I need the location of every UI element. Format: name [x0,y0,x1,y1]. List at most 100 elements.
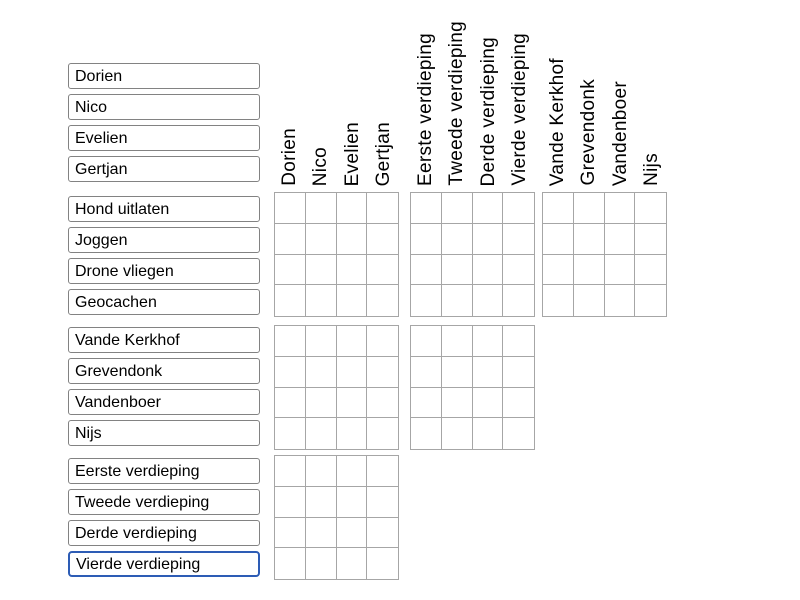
grid-cell[interactable] [305,456,337,487]
grid-cell[interactable] [442,285,473,316]
category-label-input-activities-1[interactable] [68,227,260,253]
grid-cell[interactable] [503,326,534,357]
grid-cell[interactable] [473,285,504,316]
grid-cell[interactable] [543,285,574,316]
grid-cell[interactable] [275,418,306,449]
grid-cell[interactable] [604,223,636,255]
grid-cell[interactable] [367,326,398,357]
grid-cell[interactable] [305,517,337,549]
grid-cell[interactable] [503,285,534,316]
grid-cell[interactable] [411,356,442,388]
grid-cell[interactable] [367,255,398,286]
grid-cell[interactable] [503,357,534,388]
grid-cell[interactable] [635,193,666,224]
grid-cell[interactable] [306,418,337,449]
grid-cell[interactable] [367,224,398,255]
category-label-input-activities-3[interactable] [68,289,260,315]
grid-cell[interactable] [367,518,398,549]
category-label-input-floors-2[interactable] [68,520,260,546]
grid-cell[interactable] [275,193,306,224]
grid-cell[interactable] [305,223,337,255]
grid-cell[interactable] [503,224,534,255]
grid-cell[interactable] [336,456,368,487]
grid-cell[interactable] [305,254,337,286]
grid-cell[interactable] [367,418,398,449]
grid-cell[interactable] [275,223,306,255]
category-label-input-names-2[interactable] [68,125,260,151]
grid-cell[interactable] [336,193,368,224]
grid-cell[interactable] [605,285,636,316]
grid-cell[interactable] [411,387,442,419]
grid-cell[interactable] [573,193,605,224]
grid-cell[interactable] [503,388,534,419]
grid-cell[interactable] [336,326,368,357]
grid-cell[interactable] [367,548,398,579]
grid-cell[interactable] [503,418,534,449]
grid-cell[interactable] [441,223,473,255]
grid-cell[interactable] [367,487,398,518]
grid-cell[interactable] [472,223,504,255]
grid-cell[interactable] [367,193,398,224]
category-label-input-floors-3[interactable] [68,551,260,577]
grid-cell[interactable] [337,548,368,579]
grid-cell[interactable] [472,193,504,224]
grid-cell[interactable] [503,193,534,224]
grid-cell[interactable] [472,387,504,419]
grid-cell[interactable] [442,418,473,449]
grid-cell[interactable] [573,254,605,286]
grid-cell[interactable] [411,326,442,357]
category-label-input-names-0[interactable] [68,63,260,89]
grid-cell[interactable] [411,418,442,449]
category-label-input-surnames-0[interactable] [68,327,260,353]
grid-cell[interactable] [336,254,368,286]
grid-cell[interactable] [305,193,337,224]
grid-cell[interactable] [604,193,636,224]
grid-cell[interactable] [275,548,306,579]
grid-cell[interactable] [275,356,306,388]
grid-cell[interactable] [503,255,534,286]
grid-cell[interactable] [472,254,504,286]
category-label-input-activities-2[interactable] [68,258,260,284]
category-label-input-activities-0[interactable] [68,196,260,222]
grid-cell[interactable] [336,223,368,255]
grid-cell[interactable] [635,285,666,316]
category-label-input-floors-1[interactable] [68,489,260,515]
grid-cell[interactable] [604,254,636,286]
grid-cell[interactable] [305,356,337,388]
grid-cell[interactable] [411,193,442,224]
category-label-input-surnames-2[interactable] [68,389,260,415]
grid-cell[interactable] [441,254,473,286]
grid-cell[interactable] [337,285,368,316]
grid-cell[interactable] [441,356,473,388]
grid-cell[interactable] [441,326,473,357]
grid-cell[interactable] [336,486,368,518]
grid-cell[interactable] [574,285,605,316]
grid-cell[interactable] [305,486,337,518]
category-label-input-names-3[interactable] [68,156,260,182]
category-label-input-names-1[interactable] [68,94,260,120]
grid-cell[interactable] [367,388,398,419]
grid-cell[interactable] [472,326,504,357]
grid-cell[interactable] [441,193,473,224]
grid-cell[interactable] [275,285,306,316]
category-label-input-floors-0[interactable] [68,458,260,484]
grid-cell[interactable] [543,193,574,224]
grid-cell[interactable] [306,548,337,579]
category-label-input-surnames-1[interactable] [68,358,260,384]
grid-cell[interactable] [635,224,666,255]
grid-cell[interactable] [275,387,306,419]
grid-cell[interactable] [411,223,442,255]
grid-cell[interactable] [367,285,398,316]
grid-cell[interactable] [543,254,574,286]
grid-cell[interactable] [367,456,398,487]
category-label-input-surnames-3[interactable] [68,420,260,446]
grid-cell[interactable] [367,357,398,388]
grid-cell[interactable] [336,387,368,419]
grid-cell[interactable] [275,486,306,518]
grid-cell[interactable] [305,326,337,357]
grid-cell[interactable] [573,223,605,255]
grid-cell[interactable] [543,223,574,255]
grid-cell[interactable] [473,418,504,449]
grid-cell[interactable] [635,255,666,286]
grid-cell[interactable] [305,387,337,419]
